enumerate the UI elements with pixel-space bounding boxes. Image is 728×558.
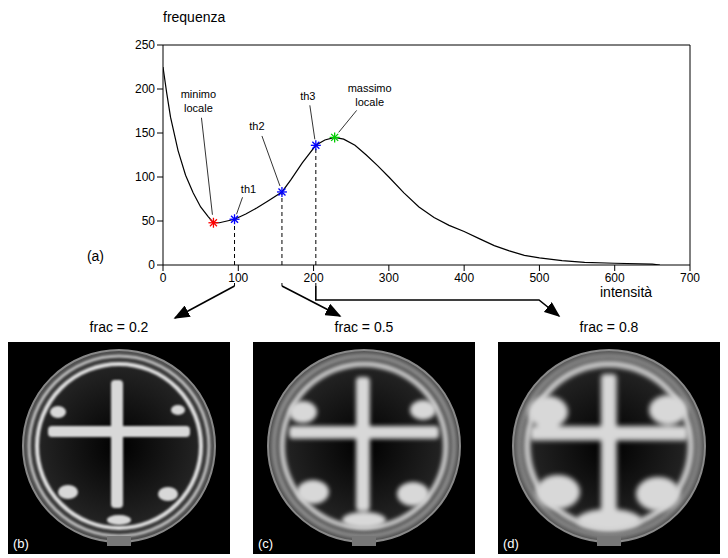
svg-text:400: 400 [454, 271, 474, 285]
svg-text:minimo: minimo [181, 88, 216, 100]
svg-text:100: 100 [228, 271, 248, 285]
svg-text:frac = 0.8: frac = 0.8 [580, 319, 639, 335]
svg-text:massimo: massimo [348, 82, 392, 94]
svg-text:700: 700 [680, 271, 700, 285]
svg-text:250: 250 [135, 38, 155, 52]
svg-text:150: 150 [135, 126, 155, 140]
svg-text:intensità: intensità [600, 284, 652, 300]
svg-text:frac = 0.2: frac = 0.2 [90, 319, 149, 335]
svg-text:200: 200 [135, 82, 155, 96]
svg-text:locale: locale [355, 96, 384, 108]
svg-text:300: 300 [379, 271, 399, 285]
svg-text:th3: th3 [300, 90, 315, 102]
svg-text:frac = 0.5: frac = 0.5 [335, 319, 394, 335]
svg-text:600: 600 [605, 271, 625, 285]
svg-text:(d): (d) [503, 536, 519, 551]
svg-text:th2: th2 [249, 120, 264, 132]
svg-text:(a): (a) [87, 248, 104, 264]
svg-text:50: 50 [142, 214, 156, 228]
svg-text:th1: th1 [241, 183, 256, 195]
svg-text:200: 200 [304, 271, 324, 285]
svg-text:(c): (c) [258, 536, 273, 551]
svg-text:(b): (b) [13, 536, 29, 551]
svg-text:500: 500 [529, 271, 549, 285]
svg-text:locale: locale [184, 102, 213, 114]
svg-text:100: 100 [135, 170, 155, 184]
svg-text:0: 0 [160, 271, 167, 285]
svg-text:0: 0 [148, 258, 155, 272]
svg-text:frequenza: frequenza [163, 9, 225, 25]
